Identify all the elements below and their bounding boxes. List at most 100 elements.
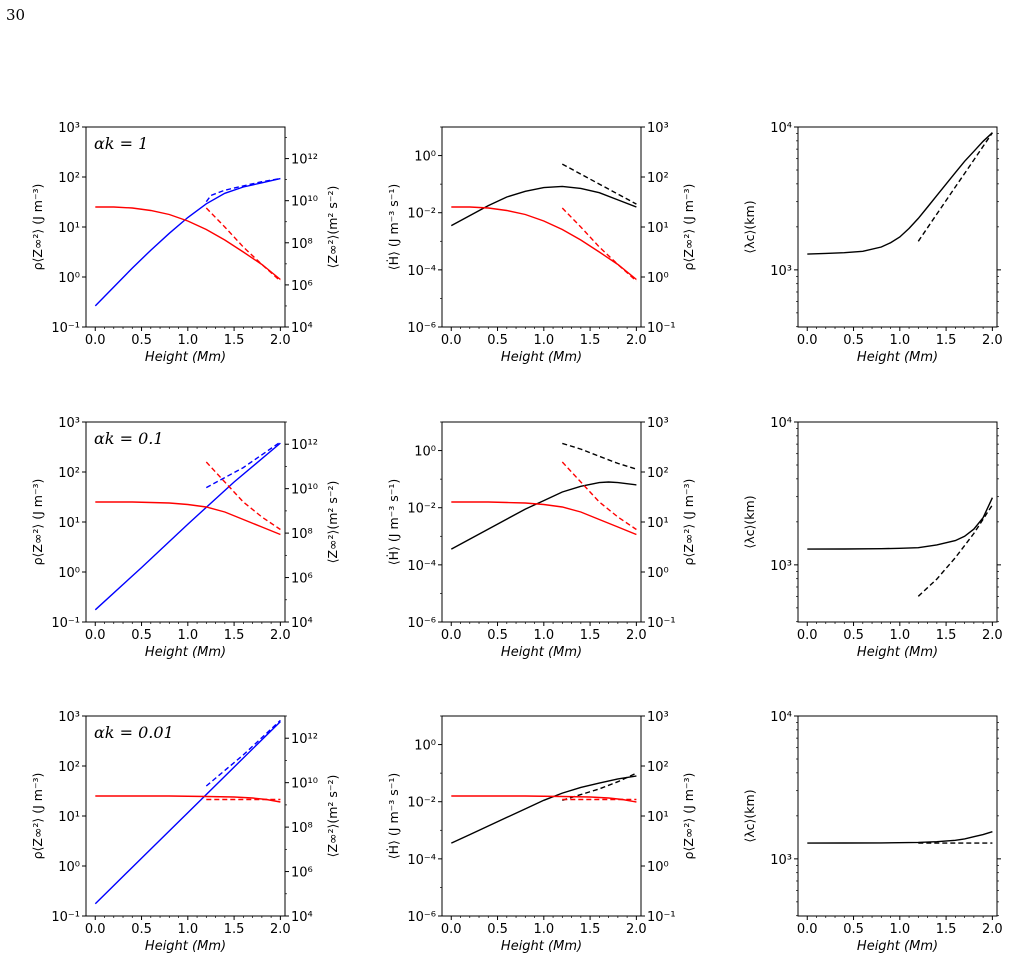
y2-axis-label: ρ⟨Z∞²⟩ (J m⁻³) xyxy=(681,479,696,566)
y-tick-label: 10⁻⁶ xyxy=(407,616,436,631)
x-tick-label: 0.5 xyxy=(131,922,152,937)
y2-tick-label: 10⁴ xyxy=(291,910,313,925)
plot-frame xyxy=(85,126,286,328)
y-tick-label: 10³ xyxy=(58,416,80,431)
x-tick-label: 0.5 xyxy=(131,628,152,643)
y-tick-label: 10⁻⁴ xyxy=(407,559,436,574)
chart-panel-row2-left: 0.0 0.5 1.0 1.5 2.0 10⁻¹ 10⁰ 10¹ 10² 10³ 10⁴ 10⁶ 10⁸… xyxy=(30,416,340,660)
x-tick-label: 2.0 xyxy=(626,333,647,348)
series-line-solid-2 xyxy=(95,501,281,536)
y2-tick-label: 10³ xyxy=(647,710,669,725)
series-line-dashed-1 xyxy=(205,441,281,489)
y-tick-label: 10⁻¹ xyxy=(51,616,80,631)
x-tick-label: 1.5 xyxy=(936,333,957,348)
y-tick-label: 10⁻² xyxy=(407,207,436,222)
y-tick-label: 10² xyxy=(58,760,80,775)
y2-tick-label: 10¹⁰ xyxy=(291,483,318,498)
y2-axis-label: ρ⟨Z∞²⟩ (J m⁻³) xyxy=(681,184,696,271)
page-number: 30 xyxy=(6,6,26,24)
x-axis-label: Height (Mm) xyxy=(857,350,938,365)
y-tick-label: 10² xyxy=(58,171,80,186)
y-tick-label: 10³ xyxy=(770,853,792,868)
x-tick-label: 1.5 xyxy=(936,628,957,643)
y-axis-label: ρ⟨Z∞²⟩ (J m⁻³) xyxy=(30,479,45,566)
y-tick-label: 10¹ xyxy=(58,221,80,236)
x-axis-label: Height (Mm) xyxy=(501,939,582,954)
x-tick-label: 2.0 xyxy=(626,922,647,937)
x-tick-label: 2.0 xyxy=(982,628,1003,643)
x-tick-label: 1.5 xyxy=(580,628,601,643)
x-tick-label: 0.5 xyxy=(843,628,864,643)
x-tick-label: 2.0 xyxy=(626,628,647,643)
y-tick-label: 10¹ xyxy=(58,516,80,531)
y-tick-label: 10⁻¹ xyxy=(51,910,80,925)
chart-panel-row1-right: 0.0 0.5 1.0 1.5 2.0 10³ 10⁴ Height (Mm) ⟨λc⟩(km) xyxy=(742,121,1003,365)
series-line-solid-0 xyxy=(451,775,637,844)
chart-panel-row2-mid: 0.0 0.5 1.0 1.5 2.0 10⁻⁶ 10⁻⁴ 10⁻² 10⁰ 10⁻¹ 10⁰ 10¹… xyxy=(386,416,696,660)
y-tick-label: 10⁰ xyxy=(58,860,80,875)
x-axis-label: Height (Mm) xyxy=(501,350,582,365)
y-tick-label: 10¹ xyxy=(58,810,80,825)
y2-axis-label: ⟨Z∞²⟩(m² s⁻²) xyxy=(325,481,340,564)
y-tick-label: 10⁻⁶ xyxy=(407,910,436,925)
y2-axis-label: ρ⟨Z∞²⟩ (J m⁻³) xyxy=(681,773,696,860)
plot-frame xyxy=(797,715,998,917)
y-tick-label: 10² xyxy=(58,466,80,481)
series-line-solid-0 xyxy=(94,177,281,307)
y-axis-label: ⟨λc⟩(km) xyxy=(742,495,757,548)
x-tick-label: 0.5 xyxy=(487,628,508,643)
x-tick-label: 1.5 xyxy=(224,922,245,937)
y-tick-label: 10⁰ xyxy=(58,271,80,286)
y2-axis-label: ⟨Z∞²⟩(m² s⁻²) xyxy=(325,775,340,858)
y2-tick-label: 10¹⁰ xyxy=(291,777,318,792)
x-tick-label: 1.0 xyxy=(177,333,198,348)
y2-tick-label: 10¹ xyxy=(647,810,669,825)
y-tick-label: 10⁻² xyxy=(407,796,436,811)
y-axis-label: ⟨Ḣ⟩ (J m⁻³ s⁻¹) xyxy=(386,479,401,565)
y-tick-label: 10⁻² xyxy=(407,502,436,517)
y2-tick-label: 10⁴ xyxy=(291,616,313,631)
alpha-annotation: αk = 0.1 xyxy=(94,429,164,448)
y-axis-label: ⟨Ḣ⟩ (J m⁻³ s⁻¹) xyxy=(386,184,401,270)
series-line-dashed-3 xyxy=(205,461,281,531)
y2-tick-label: 10⁻¹ xyxy=(647,616,676,631)
y2-tick-label: 10⁰ xyxy=(647,271,669,286)
y2-tick-label: 10⁸ xyxy=(291,527,313,542)
x-tick-label: 0.0 xyxy=(85,922,106,937)
x-tick-label: 0.0 xyxy=(441,922,462,937)
series-line-solid-2 xyxy=(95,206,281,281)
alpha-annotation: αk = 0.01 xyxy=(94,723,174,742)
y-axis-label: ⟨λc⟩(km) xyxy=(742,200,757,253)
x-tick-label: 0.5 xyxy=(487,333,508,348)
x-tick-label: 0.0 xyxy=(441,628,462,643)
x-tick-label: 0.0 xyxy=(797,333,818,348)
y2-tick-label: 10⁻¹ xyxy=(647,910,676,925)
series-line-dashed-3 xyxy=(561,461,637,531)
series-line-dashed-1 xyxy=(561,163,637,205)
x-tick-label: 1.0 xyxy=(533,628,554,643)
y2-tick-label: 10⁸ xyxy=(291,821,313,836)
x-tick-label: 1.5 xyxy=(936,922,957,937)
series-line-solid-0 xyxy=(807,132,993,255)
x-tick-label: 0.5 xyxy=(843,922,864,937)
y2-tick-label: 10¹² xyxy=(291,438,318,453)
chart-panel-row3-right: 0.0 0.5 1.0 1.5 2.0 10³ 10⁴ Height (Mm) ⟨λc⟩(km) xyxy=(742,710,1003,954)
y-tick-label: 10⁴ xyxy=(770,416,792,431)
x-tick-label: 0.5 xyxy=(843,333,864,348)
y2-tick-label: 10¹² xyxy=(291,732,318,747)
y2-tick-label: 10³ xyxy=(647,121,669,136)
x-tick-label: 1.0 xyxy=(533,333,554,348)
plot-frame xyxy=(441,421,642,623)
y-tick-label: 10⁻¹ xyxy=(51,321,80,336)
x-tick-label: 1.0 xyxy=(889,922,910,937)
x-axis-label: Height (Mm) xyxy=(857,645,938,660)
y2-tick-label: 10¹ xyxy=(647,221,669,236)
series-line-dashed-3 xyxy=(561,207,637,282)
x-tick-label: 1.5 xyxy=(580,333,601,348)
x-tick-label: 1.0 xyxy=(533,922,554,937)
y-tick-label: 10⁻⁴ xyxy=(407,853,436,868)
series-line-solid-2 xyxy=(451,206,637,281)
y-tick-label: 10³ xyxy=(58,121,80,136)
series-line-dashed-1 xyxy=(205,177,281,203)
series-line-solid-0 xyxy=(94,442,281,611)
